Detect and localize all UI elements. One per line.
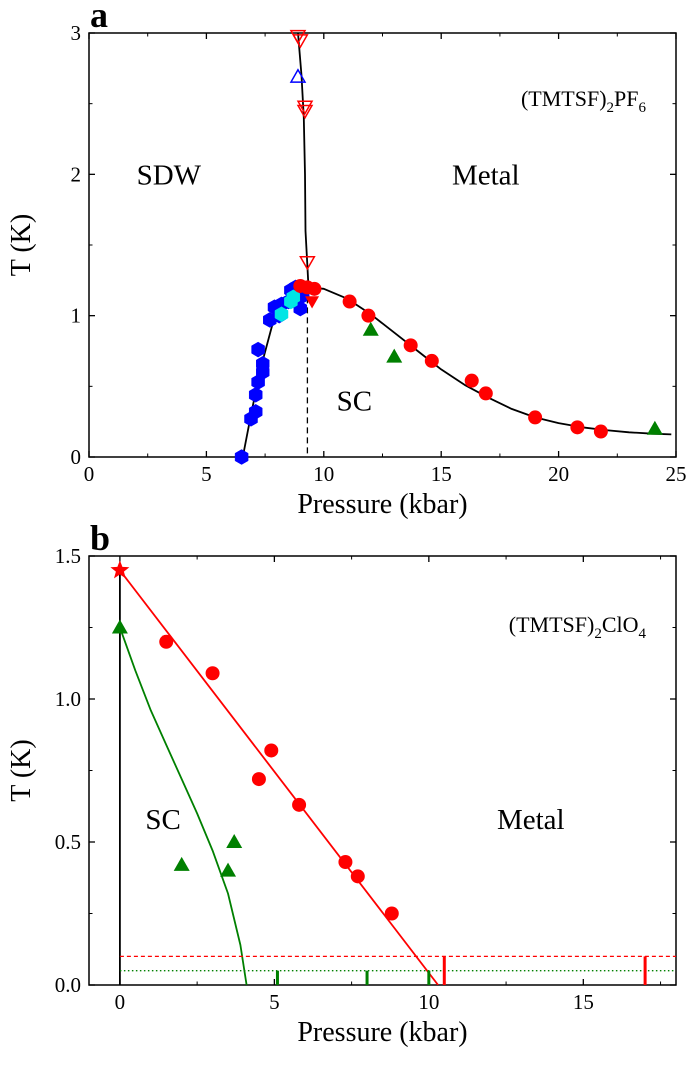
compound-label: (TMTSF)2ClO4 <box>509 612 647 642</box>
x-tick-label: 10 <box>418 990 439 1014</box>
series-0-star <box>110 560 130 579</box>
curves-layer <box>119 569 676 985</box>
y-axis-title: T (K) <box>6 739 37 801</box>
series-1-circle <box>159 634 399 921</box>
data-point <box>350 869 365 884</box>
data-point <box>248 387 263 403</box>
compound-mid: ClO <box>602 612 639 637</box>
panel-letter: a <box>90 0 108 35</box>
data-point <box>292 34 309 49</box>
compound-sub2: 4 <box>639 626 647 642</box>
data-point <box>220 862 237 877</box>
data-point <box>251 341 265 358</box>
data-point <box>338 855 353 870</box>
region-label: Metal <box>452 159 520 191</box>
data-point <box>296 100 314 116</box>
panel-letter: b <box>90 518 110 558</box>
data-point <box>248 404 263 420</box>
data-point <box>570 420 585 435</box>
series-4-triangle-down-open <box>289 29 316 271</box>
data-point <box>403 338 418 353</box>
x-tick-label: 0 <box>115 990 126 1014</box>
data-point <box>299 255 316 271</box>
compound-sub1: 2 <box>607 100 615 116</box>
data-point <box>593 424 608 439</box>
data-point <box>111 619 128 634</box>
data-point <box>342 294 357 309</box>
compound-sub1: 2 <box>594 626 602 642</box>
data-point <box>296 104 314 120</box>
data-point <box>205 666 220 681</box>
x-tick-label: 25 <box>666 462 687 486</box>
data-point <box>361 308 376 323</box>
y-tick-label: 1 <box>71 304 82 328</box>
data-point <box>173 856 190 871</box>
x-tick-label: 15 <box>573 990 594 1014</box>
data-point <box>289 68 307 83</box>
series-3-triangle-down <box>305 296 320 309</box>
series-2-triangle-up <box>111 619 243 877</box>
data-point <box>362 321 379 336</box>
x-tick-label: 5 <box>201 462 212 486</box>
data-point <box>307 281 322 296</box>
data-point <box>110 560 130 579</box>
data-point <box>646 420 663 435</box>
region-label: SDW <box>137 159 202 191</box>
y-tick-label: 0.5 <box>55 830 81 854</box>
curve-0 <box>119 569 439 985</box>
region-label: SC <box>145 804 180 836</box>
data-point <box>528 410 543 425</box>
data-point <box>256 355 270 372</box>
y-axis-title: T (K) <box>6 214 37 276</box>
y-tick-label: 3 <box>71 21 82 45</box>
data-point <box>159 634 174 649</box>
data-point <box>386 348 403 363</box>
panel-a-plot-area <box>88 29 677 465</box>
data-point <box>424 353 439 368</box>
compound-label: (TMTSF)2PF6 <box>521 86 647 116</box>
data-point <box>286 289 301 306</box>
region-label: Metal <box>497 804 565 836</box>
x-tick-label: 10 <box>313 462 334 486</box>
y-tick-label: 0.0 <box>55 973 81 997</box>
series-1-hexagon <box>274 289 301 323</box>
data-point <box>234 449 249 465</box>
x-tick-label: 5 <box>269 990 280 1014</box>
curves-layer <box>241 33 672 457</box>
series-6-triangle-up <box>362 321 663 435</box>
y-tick-label: 0 <box>71 445 82 469</box>
curve-1 <box>119 627 248 985</box>
x-axis-title: Pressure (kbar) <box>297 489 467 520</box>
y-tick-label: 1.0 <box>55 687 81 711</box>
compound-base: (TMTSF) <box>509 612 595 637</box>
series-5-triangle-up-open <box>289 68 307 83</box>
x-axis-title: Pressure (kbar) <box>297 1017 467 1048</box>
data-point <box>274 306 289 323</box>
data-point <box>226 834 243 848</box>
data-point <box>384 906 399 921</box>
data-point <box>251 772 266 787</box>
x-tick-label: 20 <box>548 462 569 486</box>
y-tick-label: 2 <box>71 162 82 186</box>
panel-b: 0 5 10 15 0.0 0.5 1.0 1.5 SC Metal (TMTSF)2ClO4 Pre… <box>6 518 677 1048</box>
compound-sub2: 6 <box>639 100 647 116</box>
panel-b-plot-area <box>88 555 677 986</box>
data-point <box>264 743 279 758</box>
compound-mid: PF <box>614 86 638 111</box>
data-point <box>478 386 493 401</box>
region-label: SC <box>337 385 372 417</box>
compound-base: (TMTSF) <box>521 86 607 111</box>
data-point <box>305 296 320 309</box>
data-point <box>292 797 307 812</box>
x-tick-label: 15 <box>431 462 452 486</box>
data-point <box>464 373 479 388</box>
series-2-circle <box>293 278 608 439</box>
y-tick-label: 1.5 <box>55 544 81 568</box>
x-tick-label: 0 <box>84 462 95 486</box>
